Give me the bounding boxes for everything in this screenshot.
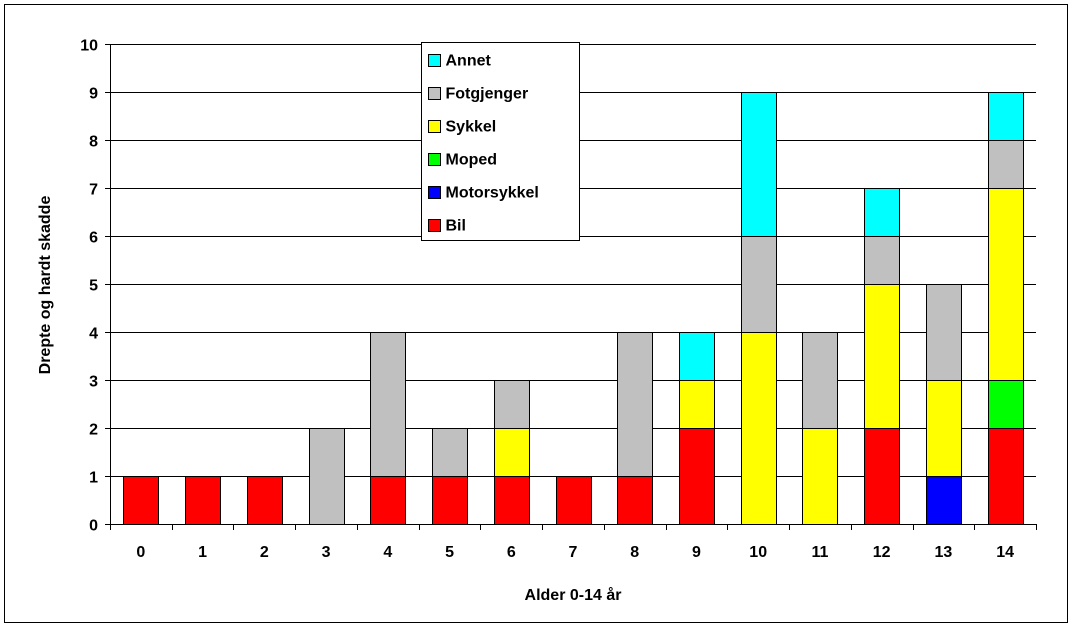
- bar-segment: [988, 380, 1024, 429]
- x-tick-label: 4: [383, 544, 392, 561]
- x-tick-label: 13: [935, 544, 953, 561]
- legend-label: Bil: [446, 218, 466, 235]
- legend-label: Annet: [446, 53, 492, 70]
- bar-segment: [617, 476, 653, 525]
- x-tick-label: 10: [749, 544, 767, 561]
- x-tick-label: 0: [136, 544, 145, 561]
- bar-segment: [494, 428, 530, 477]
- bar-segment: [988, 140, 1024, 189]
- bar-segment: [617, 332, 653, 477]
- x-tick-label: 11: [811, 544, 828, 561]
- bar-segment: [123, 476, 159, 525]
- legend-label: Moped: [446, 152, 498, 169]
- bar-segment: [309, 428, 345, 525]
- x-tick-label: 1: [198, 544, 207, 561]
- bar-segment: [741, 236, 777, 333]
- x-tick-label: 2: [260, 544, 269, 561]
- legend-label: Motorsykkel: [446, 185, 539, 202]
- y-tick-label: 1: [89, 470, 98, 487]
- bar-segment: [988, 188, 1024, 381]
- legend-swatch: [428, 186, 441, 199]
- y-tick-label: 5: [89, 278, 98, 295]
- legend-swatch: [428, 153, 441, 166]
- y-tick-label: 6: [89, 230, 98, 247]
- x-tick-label: 14: [996, 544, 1014, 561]
- bar-segment: [679, 380, 715, 429]
- x-axis-title: Alder 0-14 år: [525, 586, 622, 604]
- bar-segment: [370, 476, 406, 525]
- bar-segment: [802, 428, 838, 525]
- bar-segment: [741, 332, 777, 525]
- bar-segment: [864, 236, 900, 285]
- y-tick-label: 7: [89, 182, 98, 199]
- bar-segment: [185, 476, 221, 525]
- bar-segment: [432, 476, 468, 525]
- bar-segment: [864, 284, 900, 429]
- bar-segment: [247, 476, 283, 525]
- bar-segment: [864, 188, 900, 237]
- y-tick-label: 2: [89, 422, 98, 439]
- bar-segment: [988, 428, 1024, 525]
- y-tick-label: 10: [80, 38, 98, 55]
- legend-label: Sykkel: [446, 119, 497, 136]
- bar-segment: [926, 476, 962, 525]
- y-tick-label: 9: [89, 86, 98, 103]
- x-tick-label: 6: [507, 544, 516, 561]
- x-tick-label: 9: [692, 544, 701, 561]
- bar-segment: [926, 284, 962, 381]
- bar-segment: [802, 332, 838, 429]
- bar-segment: [494, 476, 530, 525]
- bar-segment: [926, 380, 962, 477]
- bar-segment: [494, 380, 530, 429]
- bar-segment: [864, 428, 900, 525]
- y-tick-label: 0: [89, 518, 98, 535]
- bar-segment: [370, 332, 406, 477]
- legend: Annet Fotgjenger Sykkel Moped Motorsykkel Bil: [421, 42, 580, 241]
- y-axis-title: Drepte og hardt skadde: [37, 196, 54, 375]
- x-tick-label: 12: [873, 544, 891, 561]
- legend-swatch: [428, 120, 441, 133]
- x-tick-label: 3: [322, 544, 331, 561]
- x-tick-label: 5: [445, 544, 454, 561]
- x-tick-label: 8: [630, 544, 639, 561]
- x-tick-label: 7: [569, 544, 578, 561]
- y-tick-label: 8: [89, 134, 98, 151]
- bar-segment: [432, 428, 468, 477]
- legend-swatch: [428, 54, 441, 67]
- bar-segment: [988, 92, 1024, 141]
- y-tick-label: 3: [89, 374, 98, 391]
- bar-segment: [679, 428, 715, 525]
- legend-box: [421, 42, 580, 241]
- bar-segment: [679, 332, 715, 381]
- legend-label: Fotgjenger: [446, 86, 529, 103]
- legend-swatch: [428, 219, 441, 232]
- bar-segment: [556, 476, 592, 525]
- legend-swatch: [428, 87, 441, 100]
- bars: [123, 92, 1024, 525]
- bar-segment: [741, 92, 777, 237]
- y-tick-label: 4: [89, 326, 98, 343]
